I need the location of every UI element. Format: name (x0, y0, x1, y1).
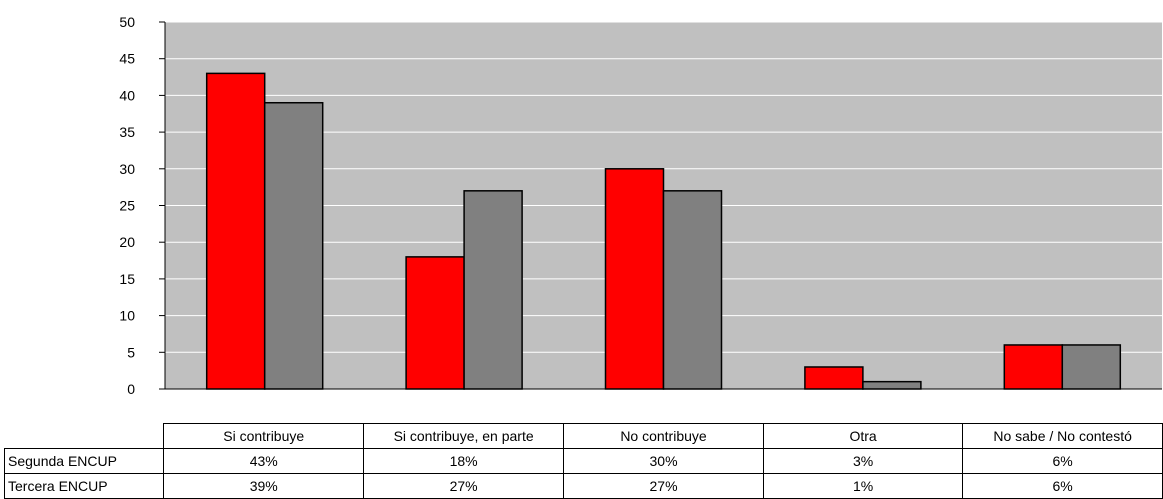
table-category-header: Si contribuye, en parte (363, 423, 565, 449)
y-tick-label: 40 (119, 87, 135, 103)
y-tick-label: 5 (127, 344, 135, 360)
y-tick-label: 20 (119, 234, 135, 250)
table-corner (5, 424, 164, 449)
bar (604, 168, 665, 390)
table-cell: 6% (962, 473, 1163, 499)
y-tick-label: 30 (119, 161, 135, 177)
table-cell: 3% (762, 448, 964, 474)
y-tick-label: 45 (119, 51, 135, 67)
table-cell: 43% (163, 448, 365, 474)
bar (463, 190, 523, 390)
table-header-row: Si contribuye Si contribuye, en parte No… (5, 423, 1163, 449)
series-label: Segunda ENCUP (3, 448, 165, 474)
table-row: Tercera ENCUP 39% 27% 27% 1% 6% (3, 473, 1163, 499)
bar (263, 101, 324, 390)
y-tick-label: 35 (119, 124, 135, 140)
table-cell: 30% (563, 448, 764, 474)
table-cell: 18% (363, 448, 565, 474)
bar-chart: 0 5 10 15 20 25 30 35 40 45 50 (119, 14, 1162, 397)
table-cell: 27% (363, 473, 565, 499)
table-category-header: Otra (762, 423, 964, 449)
table-cell: 27% (563, 473, 764, 499)
bar (205, 72, 266, 390)
table-category-header: No contribuye (563, 423, 764, 449)
y-axis-ticks: 0 5 10 15 20 25 30 35 40 45 50 (119, 14, 165, 397)
bar (662, 190, 723, 390)
bar (1003, 344, 1064, 390)
table-row: Segunda ENCUP 43% 18% 30% 3% 6% (3, 448, 1163, 474)
table-cell: 6% (962, 448, 1163, 474)
y-tick-label: 0 (127, 381, 135, 397)
data-table: Si contribuye Si contribuye, en parte No… (3, 423, 1163, 499)
y-tick-label: 10 (119, 308, 135, 324)
y-tick-label: 15 (119, 271, 135, 287)
bar (862, 380, 922, 390)
y-tick-label: 50 (119, 14, 135, 30)
table-cell: 1% (762, 473, 964, 499)
series-label: Tercera ENCUP (3, 473, 165, 499)
table-category-header: No sabe / No contestó (962, 423, 1163, 449)
table-cell: 39% (163, 473, 365, 499)
bar (1061, 344, 1122, 390)
table-category-header: Si contribuye (163, 423, 365, 449)
bar (405, 256, 465, 390)
bars (205, 72, 1122, 390)
bar (804, 366, 864, 390)
y-tick-label: 25 (119, 198, 135, 214)
